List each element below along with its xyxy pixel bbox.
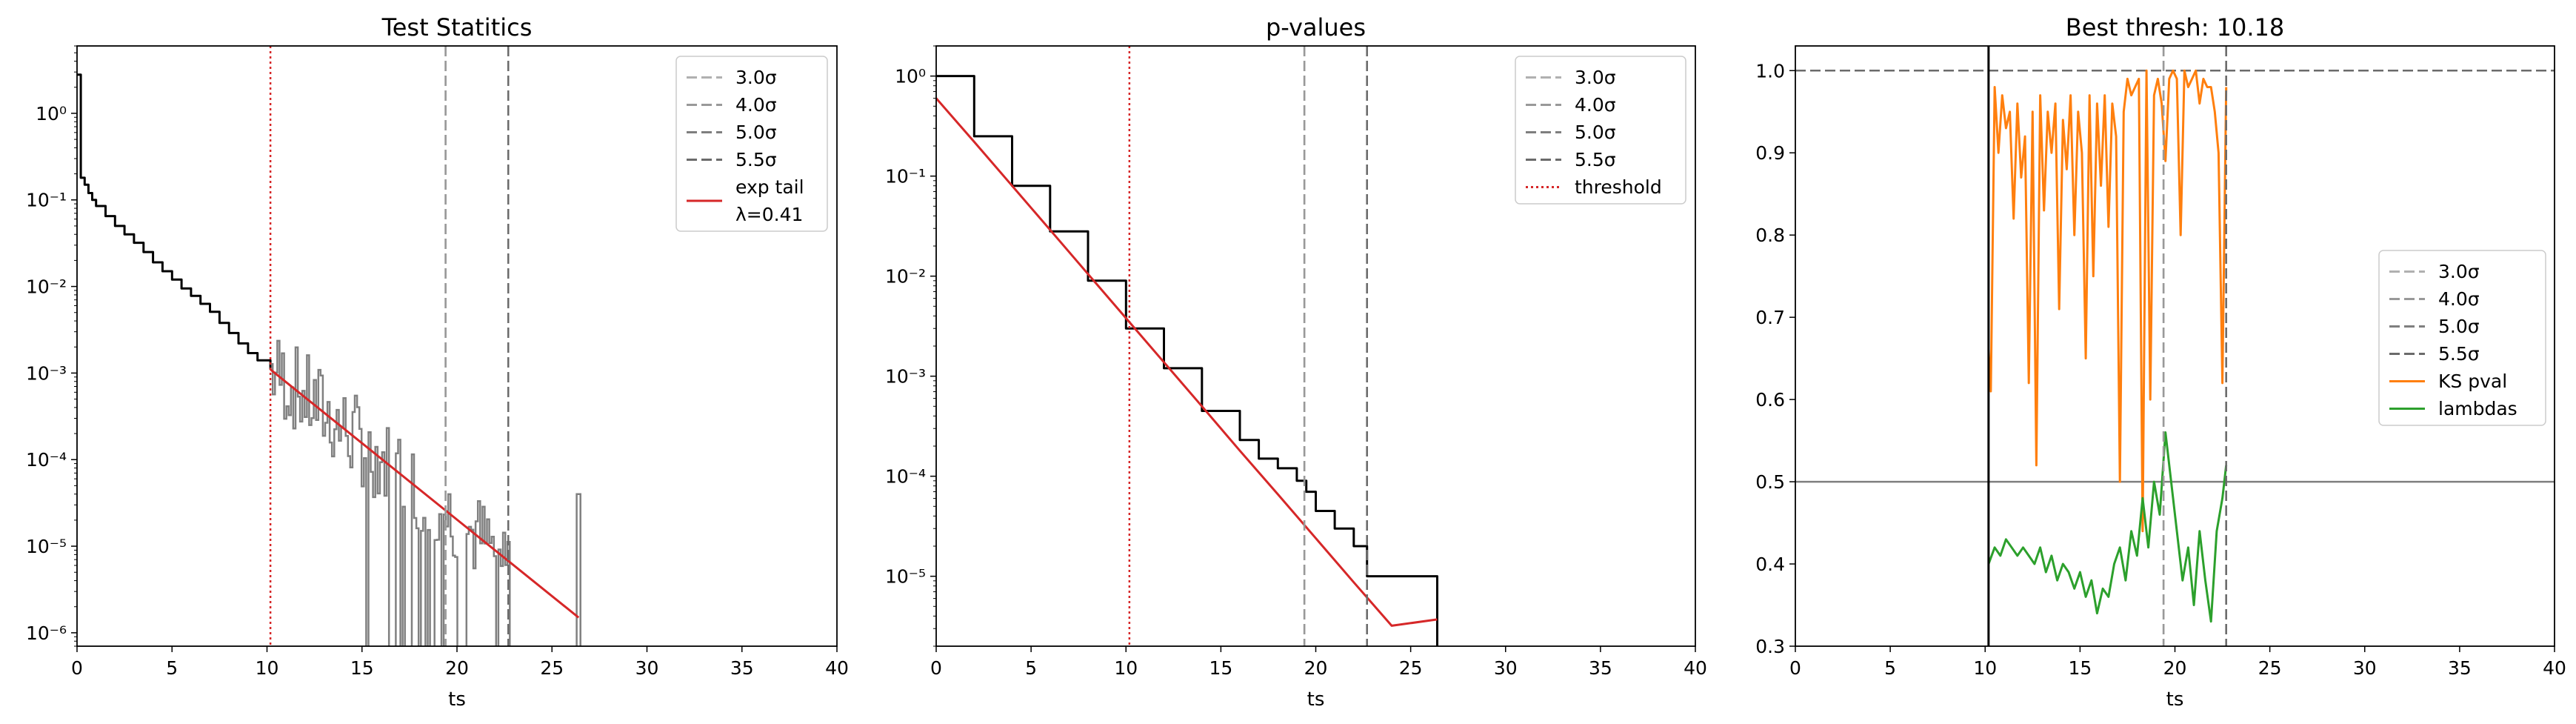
axes-frame: [1795, 45, 2555, 647]
plot-area: [77, 46, 581, 646]
chart-title: Best thresh: 10.18: [2066, 13, 2285, 41]
x-tick-label: 0: [1789, 657, 1801, 679]
y-tick-label: 10⁻³: [885, 366, 926, 388]
x-tick-label: 10: [1114, 657, 1138, 679]
plot-area: [1795, 46, 2555, 646]
y-tick-label: 10⁻²: [26, 276, 67, 298]
legend-label: lambdas: [2438, 398, 2517, 419]
legend: 3.0σ 4.0σ 5.0σ 5.5σ exp tail λ=0.41: [675, 56, 828, 232]
y-tick-label: 0.8: [1755, 225, 1785, 246]
x-tick-label: 25: [2258, 657, 2282, 679]
x-tick-label: 35: [2448, 657, 2472, 679]
legend-label: 3.0σ: [735, 67, 777, 88]
x-tick-label: 5: [1884, 657, 1896, 679]
legend-label: 4.0σ: [735, 94, 777, 116]
x-tick-label: 10: [256, 657, 279, 679]
histogram-tail: [270, 339, 511, 646]
x-tick-label: 40: [2543, 657, 2566, 679]
y-tick-label: 10⁻⁶: [26, 622, 67, 644]
x-tick-label: 35: [730, 657, 754, 679]
y-tick-label: 0.4: [1755, 554, 1785, 575]
x-axis-label: ts: [1307, 688, 1325, 711]
x-tick-label: 15: [2068, 657, 2092, 679]
y-tick-label: 0.7: [1755, 307, 1785, 328]
plot-area: [936, 46, 1438, 646]
x-tick-label: 15: [1209, 657, 1232, 679]
x-tick-label: 10: [1973, 657, 1997, 679]
legend-frame: [1515, 56, 1686, 205]
legend: 3.0σ 4.0σ 5.0σ 5.5σ KS pval lambdas: [2378, 250, 2546, 426]
series-line: [1987, 431, 2228, 623]
test-statistics-panel: Test Statitics ts 0 5 10 15 20 25 30 35 40 10⁰ 10⁻¹ 1…: [26, 13, 849, 711]
x-tick-label: 20: [1304, 657, 1328, 679]
legend-label: 4.0σ: [2438, 288, 2480, 310]
y-tick-label: 10⁻⁴: [885, 466, 926, 488]
x-tick-label: 40: [1684, 657, 1707, 679]
x-tick-label: 30: [2353, 657, 2377, 679]
x-axis-label: ts: [2166, 688, 2184, 711]
legend-label: exp tail: [735, 176, 804, 198]
series-line: [270, 368, 580, 619]
chart-title: p-values: [1266, 13, 1366, 41]
x-tick-label: 5: [1025, 657, 1037, 679]
x-tick-label: 30: [1494, 657, 1518, 679]
y-tick-label: 10⁻⁵: [26, 536, 67, 557]
x-tick-label: 40: [825, 657, 849, 679]
x-tick-label: 30: [635, 657, 659, 679]
legend-label: 4.0σ: [1575, 94, 1616, 116]
y-tick-label: 10⁻⁵: [885, 566, 926, 588]
legend-label: 5.5σ: [735, 149, 777, 170]
y-tick-label: 10⁻⁴: [26, 449, 67, 471]
x-tick-label: 25: [1399, 657, 1423, 679]
legend-label: 5.5σ: [2438, 343, 2480, 365]
x-tick-label: 0: [930, 657, 942, 679]
x-axis-label: ts: [448, 688, 466, 711]
legend: 3.0σ 4.0σ 5.0σ 5.5σ threshold: [1515, 56, 1686, 205]
y-tick-label: 10⁻²: [885, 266, 926, 288]
series-line: [1987, 69, 2228, 533]
x-tick-label: 15: [350, 657, 374, 679]
legend-label: 3.0σ: [1575, 67, 1616, 88]
legend-label: λ=0.41: [735, 204, 803, 225]
y-tick-label: 0.3: [1755, 636, 1785, 657]
x-tick-label: 35: [1589, 657, 1612, 679]
chart-title: Test Statitics: [381, 13, 533, 41]
x-tick-label: 5: [166, 657, 178, 679]
legend-label: threshold: [1575, 176, 1662, 198]
legend-label: 5.0σ: [2438, 316, 2480, 337]
best-threshold-panel: Best thresh: 10.18 ts 0 5 10 15 20 25 30 35 40 0.3 0…: [1755, 13, 2566, 711]
y-tick-label: 10⁰: [36, 103, 67, 124]
x-tick-label: 20: [445, 657, 469, 679]
axes-frame: [935, 45, 1696, 647]
p-values-panel: p-values ts 0 5 10 15 20 25 30 35 40 10⁰ 10⁻¹ 10⁻² 10⁻…: [885, 13, 1707, 711]
y-tick-label: 10⁻³: [26, 362, 67, 384]
y-tick-label: 1.0: [1755, 60, 1785, 82]
y-tick-label: 0.6: [1755, 389, 1785, 411]
legend-label: KS pval: [2438, 371, 2507, 392]
y-tick-label: 10⁰: [895, 66, 926, 87]
series-line: [936, 75, 1438, 646]
histogram-bin: [575, 493, 581, 646]
legend-label: 3.0σ: [2438, 261, 2480, 282]
x-tick-label: 0: [71, 657, 83, 679]
y-tick-label: 0.5: [1755, 471, 1785, 493]
y-tick-label: 10⁻¹: [26, 190, 67, 211]
legend-frame: [675, 56, 828, 232]
y-tick-label: 0.9: [1755, 142, 1785, 164]
legend-label: 5.0σ: [735, 122, 777, 143]
series-line: [77, 73, 272, 370]
series-line: [936, 97, 1438, 627]
axes-frame: [76, 45, 838, 647]
x-tick-label: 25: [540, 657, 564, 679]
y-tick-label: 10⁻¹: [885, 166, 926, 187]
legend-label: 5.5σ: [1575, 149, 1616, 170]
legend-label: 5.0σ: [1575, 122, 1616, 143]
x-tick-label: 20: [2163, 657, 2187, 679]
